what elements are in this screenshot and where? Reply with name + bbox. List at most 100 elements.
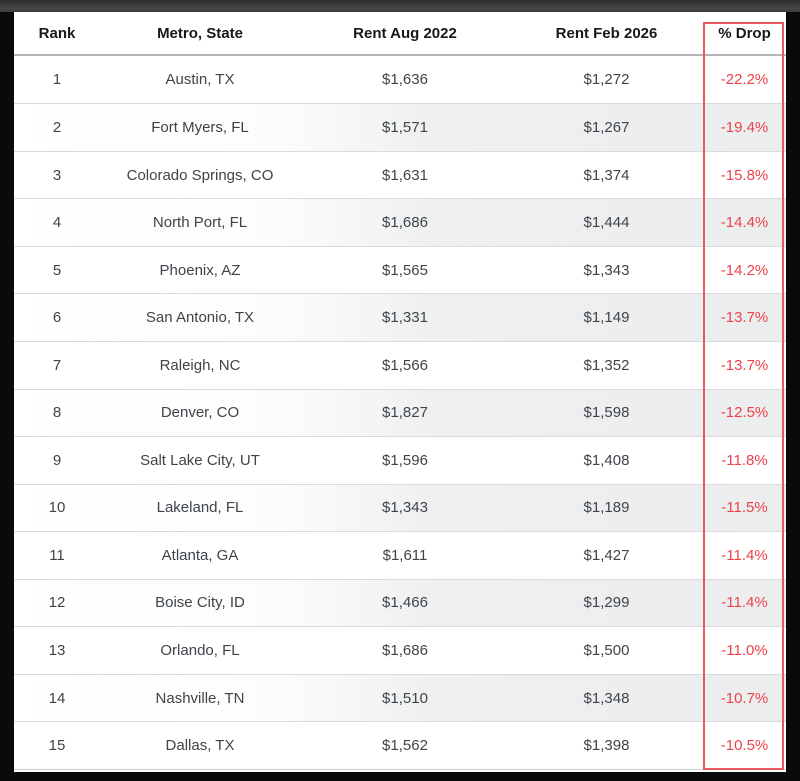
cell-rank: 14 [48,689,66,707]
cell-pct-drop: -12.5% [720,404,769,422]
cell-rank: 5 [52,261,62,279]
cell-metro: Colorado Springs, CO [126,166,274,184]
cell-rank: 3 [52,166,62,184]
cell-rent-aug-2022: $1,510 [382,689,428,707]
cell-rent-aug-2022: $1,686 [382,214,428,232]
column-header-rent-feb-2026: Rent Feb 2026 [510,12,703,56]
cell-rent-aug-2022: $1,596 [382,451,428,469]
cell-metro: Atlanta, GA [161,546,239,564]
cell-rent-aug-2022: $1,636 [382,71,428,89]
cell-rank: 15 [48,737,66,755]
cell-metro: Denver, CO [160,404,240,422]
cell-rank: 2 [52,119,62,137]
cell-pct-drop: -11.8% [721,451,768,469]
cell-pct-drop: -11.4% [721,546,768,564]
table-row: 11 Atlanta, GA $1,611 $1,427 -11.4% [14,532,786,580]
table-row: 13 Orlando, FL $1,686 $1,500 -11.0% [14,627,786,675]
top-bar [0,0,800,12]
cell-rank: 8 [52,404,62,422]
cell-rent-aug-2022: $1,631 [382,166,428,184]
table-row: 6 San Antonio, TX $1,331 $1,149 -13.7% [14,293,786,342]
cell-rent-feb-2026: $1,149 [583,309,630,327]
table-row: 5 Phoenix, AZ $1,565 $1,343 -14.2% [14,246,786,294]
cell-pct-drop: -11.0% [721,641,768,659]
cell-rent-aug-2022: $1,571 [382,119,428,137]
cell-metro: Salt Lake City, UT [140,451,260,469]
cell-rent-feb-2026: $1,299 [583,594,630,612]
cell-metro: Fort Myers, FL [151,119,249,137]
cell-rank: 13 [48,641,66,659]
cell-rent-feb-2026: $1,267 [583,119,630,137]
rent-drop-table: Rank Metro, State Rent Aug 2022 Rent Feb 20… [14,12,786,770]
cell-rank: 9 [52,451,62,469]
cell-metro: Raleigh, NC [159,356,241,374]
cell-rent-aug-2022: $1,343 [382,499,428,517]
cell-metro: Boise City, ID [155,594,245,612]
cell-rank: 6 [52,309,62,327]
cell-rent-feb-2026: $1,374 [583,166,630,184]
column-header-rank: Rank [14,12,100,56]
column-header-pct-drop: % Drop [703,12,786,56]
cell-pct-drop: -19.4% [720,119,769,137]
cell-rent-aug-2022: $1,611 [382,546,428,564]
column-header-metro: Metro, State [100,12,300,56]
table-row: 7 Raleigh, NC $1,566 $1,352 -13.7% [14,342,786,390]
cell-metro: Dallas, TX [165,737,235,755]
cell-pct-drop: -14.2% [720,261,769,279]
cell-metro: Phoenix, AZ [159,261,241,279]
cell-pct-drop: -13.7% [720,356,769,374]
table-row: 8 Denver, CO $1,827 $1,598 -12.5% [14,389,786,437]
cell-pct-drop: -11.5% [721,499,768,517]
cell-rent-feb-2026: $1,272 [583,71,630,89]
table-row: 12 Boise City, ID $1,466 $1,299 -11.4% [14,579,786,627]
cell-rent-aug-2022: $1,562 [382,737,428,755]
cell-rent-aug-2022: $1,827 [382,404,428,422]
cell-rent-feb-2026: $1,598 [583,404,630,422]
cell-rank: 10 [48,499,66,517]
cell-rank: 4 [52,214,62,232]
table-header-row: Rank Metro, State Rent Aug 2022 Rent Feb 20… [14,12,786,56]
cell-rent-aug-2022: $1,331 [382,309,428,327]
cell-rent-aug-2022: $1,565 [382,261,428,279]
cell-rent-aug-2022: $1,566 [382,356,428,374]
cell-rent-feb-2026: $1,348 [583,689,630,707]
cell-rent-feb-2026: $1,352 [583,356,630,374]
cell-rank: 1 [52,71,62,89]
cell-pct-drop: -14.4% [720,214,769,232]
cell-rent-feb-2026: $1,189 [583,499,630,517]
cell-pct-drop: -22.2% [720,71,769,89]
cell-pct-drop: -10.5% [720,737,769,755]
cell-rent-feb-2026: $1,444 [583,214,630,232]
cell-rent-feb-2026: $1,398 [583,737,630,755]
cell-rent-feb-2026: $1,427 [583,546,630,564]
cell-rank: 7 [52,356,62,374]
cell-rent-feb-2026: $1,408 [583,451,630,469]
cell-rent-aug-2022: $1,466 [382,594,428,612]
table-row: 15 Dallas, TX $1,562 $1,398 -10.5% [14,722,786,770]
column-header-rent-aug-2022: Rent Aug 2022 [300,12,510,56]
table-row: 2 Fort Myers, FL $1,571 $1,267 -19.4% [14,103,786,152]
cell-rent-feb-2026: $1,343 [583,261,630,279]
cell-pct-drop: -11.4% [721,594,768,612]
cell-pct-drop: -15.8% [720,166,769,184]
table-row: 9 Salt Lake City, UT $1,596 $1,408 -11.8% [14,437,786,485]
cell-rank: 12 [48,594,66,612]
cell-rent-aug-2022: $1,686 [382,641,428,659]
table-panel: Rank Metro, State Rent Aug 2022 Rent Feb 20… [14,12,786,772]
cell-metro: Orlando, FL [160,641,240,659]
table-row: 10 Lakeland, FL $1,343 $1,189 -11.5% [14,484,786,532]
cell-rent-feb-2026: $1,500 [583,641,630,659]
cell-pct-drop: -10.7% [720,689,769,707]
cell-rank: 11 [49,546,65,564]
cell-metro: San Antonio, TX [145,309,255,327]
table-row: 14 Nashville, TN $1,510 $1,348 -10.7% [14,674,786,722]
table-row: 1 Austin, TX $1,636 $1,272 -22.2% [14,55,786,104]
table-row: 3 Colorado Springs, CO $1,631 $1,374 -15.8% [14,151,786,199]
cell-metro: Lakeland, FL [156,499,244,517]
table-row: 4 North Port, FL $1,686 $1,444 -14.4% [14,198,786,247]
cell-pct-drop: -13.7% [720,309,769,327]
cell-metro: Nashville, TN [155,689,245,707]
cell-metro: Austin, TX [165,71,235,89]
cell-metro: North Port, FL [152,214,248,232]
